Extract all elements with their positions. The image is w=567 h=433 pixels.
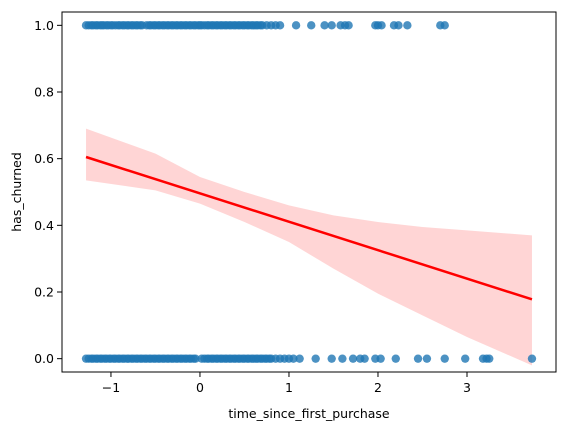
x-tick-label: −1 xyxy=(102,380,120,395)
scatter-point-y0 xyxy=(422,354,432,363)
scatter-point-y0 xyxy=(360,354,369,363)
scatter-point-y0 xyxy=(440,354,449,363)
scatter-point-y1 xyxy=(344,21,353,30)
confidence-band xyxy=(86,128,532,366)
x-tick-label: 2 xyxy=(374,380,382,395)
regression-layer xyxy=(85,155,533,301)
scatter-point-y1 xyxy=(275,21,285,30)
confidence-band-layer xyxy=(86,128,532,366)
scatter-point-y0 xyxy=(485,354,494,363)
y-tick-label: 1.0 xyxy=(34,18,54,33)
y-tick-label: 0.4 xyxy=(34,218,54,233)
scatter-point-y1 xyxy=(307,21,316,30)
x-axis: −1 0 1 2 3 xyxy=(102,372,471,395)
scatter-point-y0 xyxy=(527,354,537,363)
scatter-point-y1 xyxy=(440,21,449,30)
scatter-point-y1 xyxy=(394,21,403,30)
scatter-point-y0 xyxy=(338,354,347,363)
x-axis-label: time_since_first_purchase xyxy=(228,406,390,421)
x-tick-label: 3 xyxy=(463,380,471,395)
scatter-point-y0 xyxy=(348,354,358,363)
y-tick-label: 0.6 xyxy=(34,151,54,166)
scatter-point-y0 xyxy=(295,354,304,363)
scatter-point-y1 xyxy=(403,21,412,30)
scatter-point-y1 xyxy=(320,21,329,30)
scatter-point-y0 xyxy=(391,354,400,363)
y-tick-label: 0.8 xyxy=(34,85,54,100)
scatter-point-y0 xyxy=(461,354,470,363)
scatter-point-y0 xyxy=(327,354,336,363)
scatter-point-y0 xyxy=(191,354,200,363)
scatter-point-y1 xyxy=(377,21,386,30)
scatter-point-y0 xyxy=(289,354,298,363)
points-layer xyxy=(81,21,537,363)
y-axis: 0.0 0.2 0.4 0.6 0.8 1.0 xyxy=(34,18,62,366)
plot-frame xyxy=(61,11,557,373)
scatter-point-y1 xyxy=(291,21,301,30)
x-tick-label: 0 xyxy=(196,380,204,395)
scatter-point-y0 xyxy=(376,354,385,363)
scatter-point-y1 xyxy=(327,21,336,30)
y-tick-label: 0.2 xyxy=(34,285,54,300)
scatter-point-y0 xyxy=(413,354,423,363)
x-tick-label: 1 xyxy=(285,380,293,395)
y-axis-label: has_churned xyxy=(9,152,24,232)
y-tick-label: 0.0 xyxy=(34,351,54,366)
scatter-point-y0 xyxy=(311,354,320,363)
regression-line xyxy=(85,155,533,301)
